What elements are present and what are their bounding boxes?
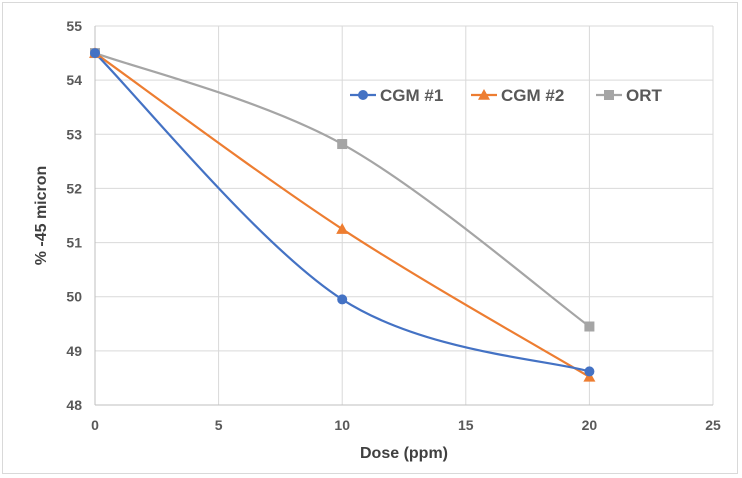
x-tick-label: 15: [458, 417, 474, 433]
legend-label-ort: ORT: [626, 86, 663, 105]
y-tick-label: 51: [66, 235, 82, 251]
y-tick-label: 52: [66, 180, 82, 196]
axes: 0 5 10 15 20 25 48 49 50 51 52 53 54 55: [66, 18, 721, 433]
x-tick-label: 0: [91, 417, 99, 433]
legend: CGM #1 CGM #2 ORT: [350, 86, 663, 105]
data-point-cgm-1: [337, 294, 348, 305]
data-point-ort: [584, 321, 595, 332]
chart-frame: [2, 2, 738, 474]
data-point-cgm-2: [336, 223, 349, 234]
data-point-cgm-1: [90, 48, 100, 59]
y-axis-title: % -45 micron: [33, 166, 50, 266]
x-tick-label: 20: [582, 417, 598, 433]
x-tick-label: 10: [334, 417, 350, 433]
y-tick-label: 49: [66, 343, 82, 359]
y-tick-label: 48: [66, 397, 82, 413]
y-tick-label: 53: [66, 126, 82, 142]
x-tick-label: 25: [705, 417, 721, 433]
legend-marker-cgm-1: [358, 90, 368, 100]
x-tick-label: 5: [215, 417, 223, 433]
x-axis-title: Dose (ppm): [360, 445, 448, 462]
y-tick-label: 55: [66, 18, 82, 34]
gridlines: [95, 25, 714, 405]
data-point-cgm-1: [584, 366, 595, 377]
legend-marker-ort: [604, 90, 614, 100]
legend-label-cgm-2: CGM #2: [501, 86, 564, 105]
series-layer: [89, 47, 596, 382]
y-tick-label: 54: [66, 72, 82, 88]
y-tick-label: 50: [66, 289, 82, 305]
legend-label-cgm-1: CGM #1: [380, 86, 443, 105]
data-point-ort: [337, 139, 348, 150]
legend-marker-cgm-2: [478, 89, 490, 100]
